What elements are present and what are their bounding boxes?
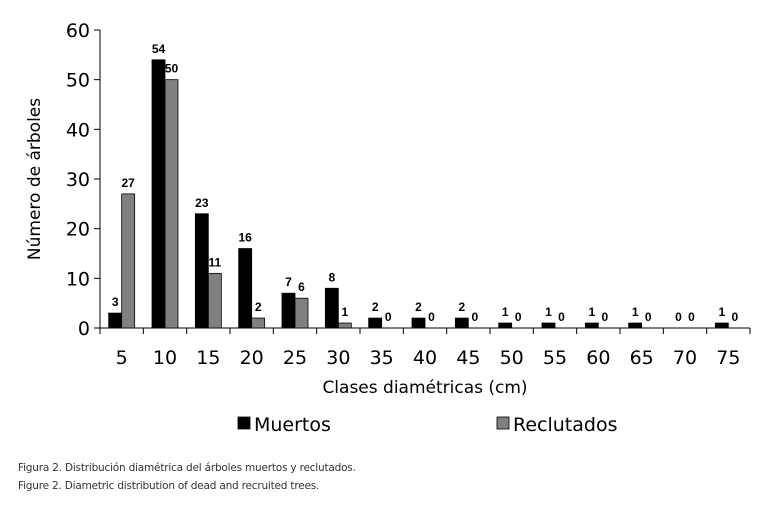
data-label-muertos: 23: [195, 196, 209, 210]
data-label-muertos: 1: [718, 305, 725, 319]
data-label-reclutados: 0: [645, 310, 652, 324]
data-label-muertos: 1: [502, 305, 509, 319]
data-label-reclutados: 0: [601, 310, 608, 324]
y-tick-label: 10: [66, 268, 90, 290]
data-label-muertos: 3: [112, 295, 119, 309]
data-label-muertos: 8: [328, 270, 335, 284]
data-label-muertos: 1: [545, 305, 552, 319]
bar-muertos: [368, 317, 383, 329]
legend-swatch-reclutados: [496, 416, 510, 430]
x-tick-label: 20: [240, 347, 264, 369]
bar-muertos: [411, 317, 426, 329]
y-tick-label: 40: [66, 119, 90, 141]
x-tick-label: 5: [116, 347, 128, 369]
data-label-reclutados: 0: [515, 310, 522, 324]
x-tick-label: 10: [153, 347, 177, 369]
figure-caption-spanish: Figura 2. Distribución diamétrica del ár…: [18, 462, 356, 474]
x-tick-label: 75: [716, 347, 740, 369]
y-tick-label: 50: [66, 70, 90, 92]
x-tick-label: 15: [196, 347, 220, 369]
data-label-muertos: 2: [372, 300, 379, 314]
y-tick-label: 0: [78, 318, 90, 340]
data-label-reclutados: 0: [558, 310, 565, 324]
bar-reclutados: [121, 193, 136, 329]
x-tick-label: 35: [370, 347, 394, 369]
bar-muertos: [238, 248, 253, 329]
data-label-reclutados: 11: [208, 255, 221, 269]
data-label-muertos: 1: [588, 305, 595, 319]
x-tick-label: 45: [456, 347, 480, 369]
bar-muertos: [194, 213, 209, 329]
bar-muertos: [584, 322, 599, 329]
x-axis-title: Clases diamétricas (cm): [322, 378, 527, 398]
data-label-reclutados: 1: [341, 305, 348, 319]
y-tick-label: 60: [66, 20, 90, 42]
data-label-muertos: 1: [632, 305, 639, 319]
chart-bars: [108, 59, 729, 329]
x-tick-label: 40: [413, 347, 437, 369]
bar-muertos: [498, 322, 513, 329]
bar-reclutados: [337, 322, 352, 329]
data-label-muertos: 16: [238, 231, 252, 245]
data-label-muertos: 2: [458, 300, 465, 314]
data-label-reclutados: 0: [428, 310, 435, 324]
x-tick-label: 55: [543, 347, 567, 369]
data-label-reclutados: 2: [255, 300, 262, 314]
x-tick-label: 70: [673, 347, 697, 369]
chart-axes: [94, 29, 751, 334]
data-label-reclutados: 50: [165, 62, 179, 76]
chart-legend: Muertos Reclutados: [237, 414, 617, 436]
x-tick-label: 25: [283, 347, 307, 369]
bar-muertos: [714, 322, 729, 329]
data-label-muertos: 2: [415, 300, 422, 314]
bar-muertos: [454, 317, 469, 329]
x-tick-label: 60: [586, 347, 610, 369]
x-tick-label: 50: [500, 347, 524, 369]
legend-label-muertos: Muertos: [254, 414, 331, 436]
x-tick-label: 30: [326, 347, 350, 369]
data-label-reclutados: 6: [298, 280, 305, 294]
bar-muertos: [628, 322, 643, 329]
data-label-muertos: 7: [285, 275, 292, 289]
y-tick-label: 30: [66, 169, 90, 191]
data-label-reclutados: 27: [121, 176, 135, 190]
bar-reclutados: [251, 317, 266, 329]
x-tick-label: 65: [630, 347, 654, 369]
data-label-muertos: 0: [675, 310, 682, 324]
data-label-reclutados: 0: [471, 310, 478, 324]
legend-label-reclutados: Reclutados: [513, 414, 617, 436]
legend-swatch-muertos: [237, 416, 251, 430]
data-label-reclutados: 0: [731, 310, 738, 324]
data-label-reclutados: 0: [688, 310, 695, 324]
data-label-reclutados: 0: [385, 310, 392, 324]
bar-muertos: [324, 287, 339, 329]
y-tick-label: 20: [66, 219, 90, 241]
bar-muertos: [541, 322, 556, 329]
bar-muertos: [151, 59, 166, 329]
bar-reclutados: [207, 272, 222, 329]
bar-muertos: [108, 312, 123, 329]
bar-reclutados: [294, 297, 309, 329]
y-axis-title: Número de árboles: [25, 98, 45, 260]
figure-caption-english: Figure 2. Diametric distribution of dead…: [18, 480, 320, 492]
bar-muertos: [281, 292, 296, 329]
data-label-muertos: 54: [152, 42, 166, 56]
bar-reclutados: [164, 79, 179, 329]
